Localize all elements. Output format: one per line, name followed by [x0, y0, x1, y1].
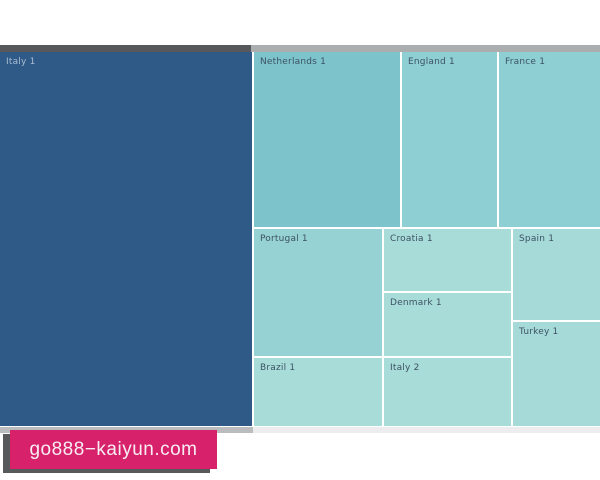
treemap-tile-label: Brazil 1: [260, 363, 296, 373]
horizontal-scrollbar-top-thumb[interactable]: [0, 45, 251, 52]
treemap-tile-label: England 1: [408, 57, 455, 67]
treemap-tile-croatia-1[interactable]: Croatia 1: [384, 229, 511, 291]
treemap-tile-italy-2[interactable]: Italy 2: [384, 358, 511, 426]
watermark-banner[interactable]: go888−kaiyun.com: [10, 430, 217, 469]
treemap-chart: Italy 1 Netherlands 1 England 1 France 1 Por…: [0, 52, 600, 426]
treemap-tile-label: Spain 1: [519, 234, 555, 244]
treemap-tile-label: Portugal 1: [260, 234, 308, 244]
treemap-tile-label: Italy 2: [390, 363, 420, 373]
treemap-tile-portugal-1[interactable]: Portugal 1: [254, 229, 382, 356]
treemap-tile-france-1[interactable]: France 1: [499, 52, 600, 227]
treemap-tile-label: Croatia 1: [390, 234, 433, 244]
treemap-tile-turkey-1[interactable]: Turkey 1: [513, 322, 600, 426]
treemap-tile-label: Netherlands 1: [260, 57, 327, 67]
treemap-tile-england-1[interactable]: England 1: [402, 52, 497, 227]
treemap-tile-label: France 1: [505, 57, 546, 67]
treemap-tile-spain-1[interactable]: Spain 1: [513, 229, 600, 320]
treemap-tile-denmark-1[interactable]: Denmark 1: [384, 293, 511, 356]
treemap-tile-label: Turkey 1: [519, 327, 559, 337]
treemap-tile-label: Denmark 1: [390, 298, 442, 308]
treemap-tile-label: Italy 1: [6, 57, 36, 67]
horizontal-scrollbar-top-track[interactable]: [0, 45, 600, 52]
treemap-tile-italy-1[interactable]: Italy 1: [0, 52, 252, 426]
treemap-tile-brazil-1[interactable]: Brazil 1: [254, 358, 382, 426]
treemap-tile-netherlands-1[interactable]: Netherlands 1: [254, 52, 400, 227]
watermark-text: go888−kaiyun.com: [29, 438, 198, 460]
